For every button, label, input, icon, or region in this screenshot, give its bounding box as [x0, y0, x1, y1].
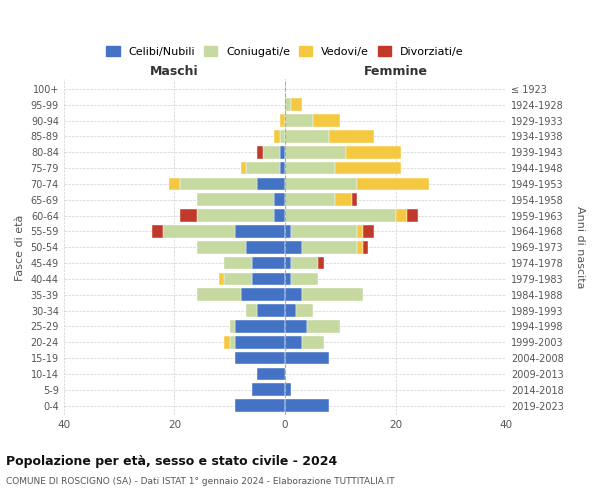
Bar [241, 288, 285, 301]
Bar [235, 320, 285, 333]
Bar [357, 241, 362, 254]
Bar [197, 241, 247, 254]
Bar [169, 178, 180, 190]
Bar [224, 272, 252, 285]
Bar [357, 178, 429, 190]
Bar [285, 400, 329, 412]
Bar [285, 352, 329, 364]
Bar [235, 225, 285, 238]
Bar [280, 146, 285, 158]
Bar [257, 178, 285, 190]
Bar [257, 146, 263, 158]
Bar [224, 336, 230, 348]
Bar [335, 162, 401, 174]
Bar [257, 304, 285, 317]
Bar [285, 336, 302, 348]
Text: Popolazione per età, sesso e stato civile - 2024: Popolazione per età, sesso e stato civil… [6, 455, 337, 468]
Bar [241, 162, 247, 174]
Bar [274, 210, 285, 222]
Bar [280, 114, 285, 127]
Bar [290, 257, 319, 270]
Bar [346, 146, 401, 158]
Bar [197, 210, 274, 222]
Bar [235, 400, 285, 412]
Y-axis label: Fasce di età: Fasce di età [15, 214, 25, 280]
Bar [163, 225, 235, 238]
Bar [235, 352, 285, 364]
Bar [285, 178, 357, 190]
Bar [296, 304, 313, 317]
Bar [396, 210, 407, 222]
Bar [285, 272, 290, 285]
Bar [224, 257, 252, 270]
Text: Femmine: Femmine [364, 65, 428, 78]
Bar [285, 241, 302, 254]
Bar [197, 194, 274, 206]
Bar [335, 194, 352, 206]
Bar [285, 384, 290, 396]
Bar [235, 336, 285, 348]
Bar [285, 162, 335, 174]
Bar [285, 130, 329, 143]
Bar [290, 225, 357, 238]
Bar [285, 98, 290, 111]
Bar [180, 210, 197, 222]
Bar [307, 320, 340, 333]
Bar [285, 146, 346, 158]
Y-axis label: Anni di nascita: Anni di nascita [575, 206, 585, 288]
Bar [290, 272, 319, 285]
Bar [247, 241, 285, 254]
Bar [285, 257, 290, 270]
Text: COMUNE DI ROSCIGNO (SA) - Dati ISTAT 1° gennaio 2024 - Elaborazione TUTTITALIA.I: COMUNE DI ROSCIGNO (SA) - Dati ISTAT 1° … [6, 478, 395, 486]
Bar [285, 225, 290, 238]
Bar [352, 194, 357, 206]
Bar [197, 288, 241, 301]
Bar [230, 320, 235, 333]
Bar [263, 146, 280, 158]
Bar [180, 178, 257, 190]
Bar [274, 194, 285, 206]
Bar [302, 336, 324, 348]
Bar [313, 114, 340, 127]
Bar [285, 210, 396, 222]
Bar [357, 225, 362, 238]
Bar [285, 304, 296, 317]
Bar [319, 257, 324, 270]
Bar [247, 162, 280, 174]
Bar [219, 272, 224, 285]
Bar [247, 304, 257, 317]
Bar [280, 130, 285, 143]
Bar [252, 257, 285, 270]
Bar [362, 241, 368, 254]
Bar [274, 130, 280, 143]
Text: Maschi: Maschi [150, 65, 199, 78]
Bar [302, 241, 357, 254]
Bar [230, 336, 235, 348]
Bar [285, 194, 335, 206]
Bar [252, 272, 285, 285]
Bar [407, 210, 418, 222]
Bar [302, 288, 362, 301]
Bar [329, 130, 374, 143]
Bar [285, 320, 307, 333]
Legend: Celibi/Nubili, Coniugati/e, Vedovi/e, Divorziati/e: Celibi/Nubili, Coniugati/e, Vedovi/e, Di… [102, 42, 469, 61]
Bar [252, 384, 285, 396]
Bar [257, 368, 285, 380]
Bar [285, 114, 313, 127]
Bar [285, 288, 302, 301]
Bar [290, 98, 302, 111]
Bar [152, 225, 163, 238]
Bar [362, 225, 374, 238]
Bar [280, 162, 285, 174]
